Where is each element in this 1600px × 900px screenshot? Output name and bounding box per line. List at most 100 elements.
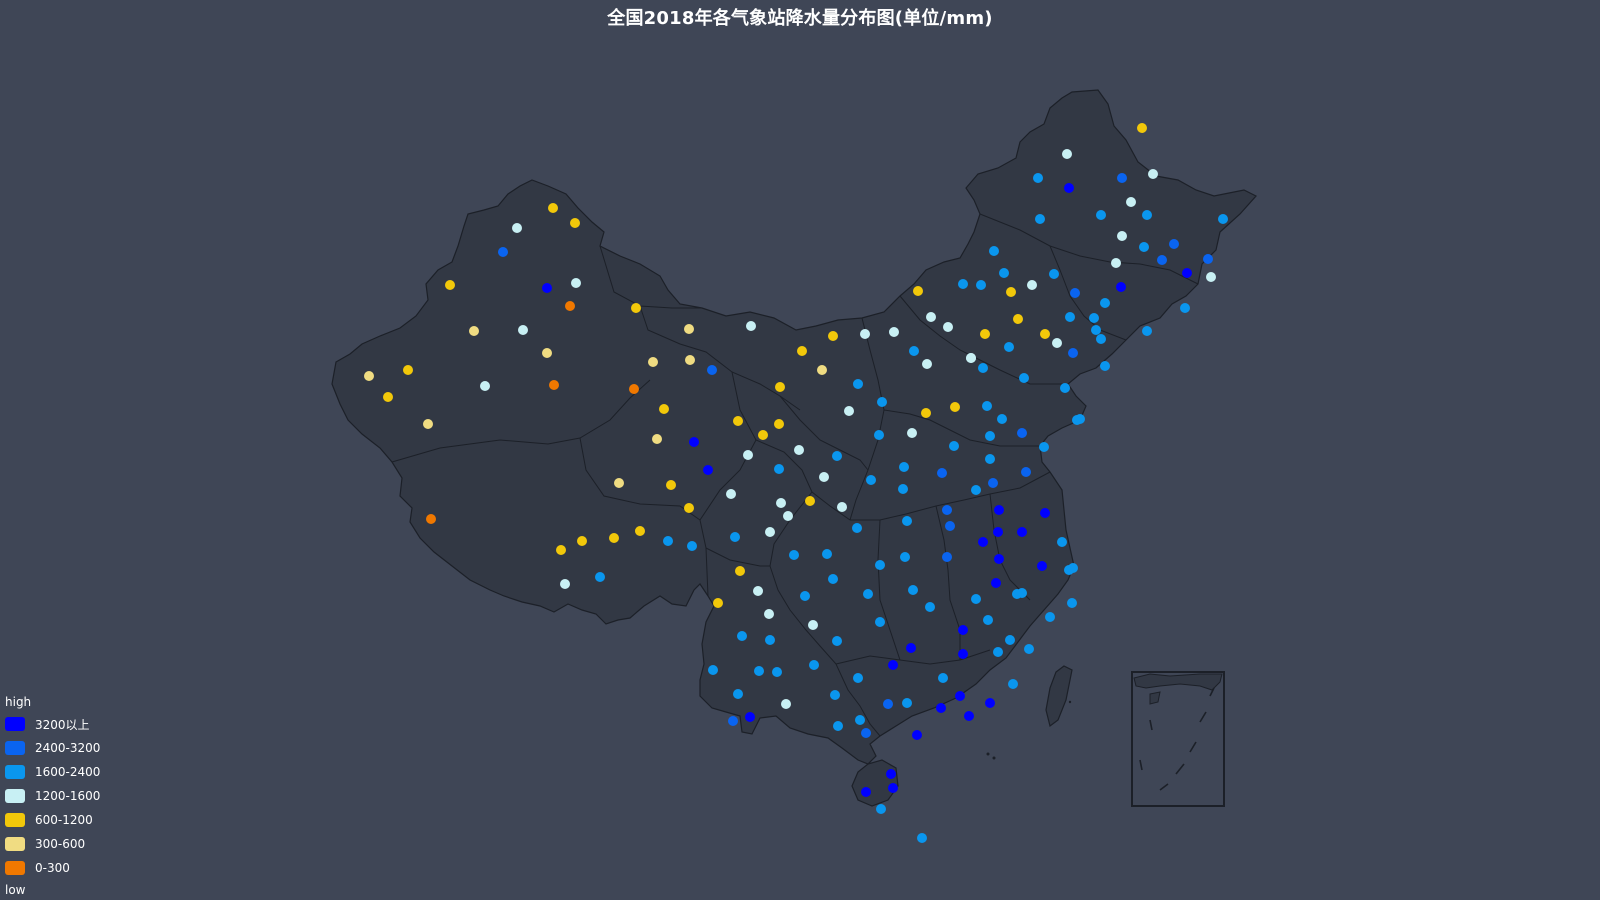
station-marker[interactable] [1040,508,1050,518]
station-marker[interactable] [980,329,990,339]
station-marker[interactable] [950,402,960,412]
station-marker[interactable] [888,783,898,793]
station-marker[interactable] [684,503,694,513]
station-marker[interactable] [942,505,952,515]
legend-item[interactable]: 600-1200 [5,808,100,832]
station-marker[interactable] [1169,239,1179,249]
station-marker[interactable] [1117,173,1127,183]
legend-item[interactable]: 3200以上 [5,712,100,736]
station-marker[interactable] [570,218,580,228]
station-marker[interactable] [1182,268,1192,278]
station-marker[interactable] [781,699,791,709]
station-marker[interactable] [909,346,919,356]
station-marker[interactable] [1012,589,1022,599]
station-marker[interactable] [1035,214,1045,224]
station-marker[interactable] [542,283,552,293]
station-marker[interactable] [703,465,713,475]
station-marker[interactable] [942,552,952,562]
station-marker[interactable] [498,247,508,257]
station-marker[interactable] [577,536,587,546]
station-marker[interactable] [925,602,935,612]
station-marker[interactable] [726,489,736,499]
station-marker[interactable] [994,505,1004,515]
station-marker[interactable] [383,392,393,402]
station-marker[interactable] [808,620,818,630]
station-marker[interactable] [978,537,988,547]
station-marker[interactable] [1218,214,1228,224]
station-marker[interactable] [1033,173,1043,183]
station-marker[interactable] [571,278,581,288]
station-marker[interactable] [1089,313,1099,323]
station-marker[interactable] [875,617,885,627]
station-marker[interactable] [853,673,863,683]
station-marker[interactable] [1052,338,1062,348]
station-marker[interactable] [982,401,992,411]
station-marker[interactable] [1070,288,1080,298]
station-marker[interactable] [743,450,753,460]
station-marker[interactable] [764,609,774,619]
station-marker[interactable] [907,428,917,438]
station-marker[interactable] [426,514,436,524]
station-marker[interactable] [1203,254,1213,264]
station-marker[interactable] [945,521,955,531]
station-marker[interactable] [819,472,829,482]
station-marker[interactable] [1049,269,1059,279]
station-marker[interactable] [728,716,738,726]
station-marker[interactable] [917,833,927,843]
station-marker[interactable] [937,468,947,478]
station-marker[interactable] [1091,325,1101,335]
station-marker[interactable] [805,496,815,506]
station-marker[interactable] [1004,342,1014,352]
station-marker[interactable] [866,475,876,485]
station-marker[interactable] [1065,312,1075,322]
station-marker[interactable] [830,690,840,700]
station-marker[interactable] [913,286,923,296]
station-marker[interactable] [666,480,676,490]
station-marker[interactable] [652,434,662,444]
station-marker[interactable] [1040,329,1050,339]
station-marker[interactable] [883,699,893,709]
station-marker[interactable] [746,321,756,331]
station-marker[interactable] [988,478,998,488]
station-marker[interactable] [609,533,619,543]
station-marker[interactable] [926,312,936,322]
station-marker[interactable] [713,598,723,608]
station-marker[interactable] [1157,255,1167,265]
station-marker[interactable] [936,703,946,713]
station-marker[interactable] [1057,537,1067,547]
station-marker[interactable] [1139,242,1149,252]
station-marker[interactable] [976,280,986,290]
station-marker[interactable] [1024,644,1034,654]
station-marker[interactable] [445,280,455,290]
station-marker[interactable] [888,660,898,670]
station-marker[interactable] [958,279,968,289]
station-marker[interactable] [837,502,847,512]
station-marker[interactable] [958,649,968,659]
station-marker[interactable] [735,566,745,576]
station-marker[interactable] [708,665,718,675]
station-marker[interactable] [1096,334,1106,344]
station-marker[interactable] [902,698,912,708]
station-marker[interactable] [1111,258,1121,268]
station-marker[interactable] [403,365,413,375]
station-marker[interactable] [565,301,575,311]
station-marker[interactable] [900,552,910,562]
station-marker[interactable] [783,511,793,521]
station-marker[interactable] [1072,415,1082,425]
station-marker[interactable] [1116,282,1126,292]
station-marker[interactable] [631,303,641,313]
station-marker[interactable] [861,787,871,797]
station-marker[interactable] [772,667,782,677]
station-marker[interactable] [1064,565,1074,575]
station-marker[interactable] [518,325,528,335]
station-marker[interactable] [875,560,885,570]
legend-item[interactable]: 1200-1600 [5,784,100,808]
station-marker[interactable] [776,498,786,508]
station-marker[interactable] [921,408,931,418]
station-marker[interactable] [794,445,804,455]
station-marker[interactable] [989,246,999,256]
station-marker[interactable] [943,322,953,332]
station-marker[interactable] [797,346,807,356]
station-marker[interactable] [663,536,673,546]
station-marker[interactable] [1096,210,1106,220]
